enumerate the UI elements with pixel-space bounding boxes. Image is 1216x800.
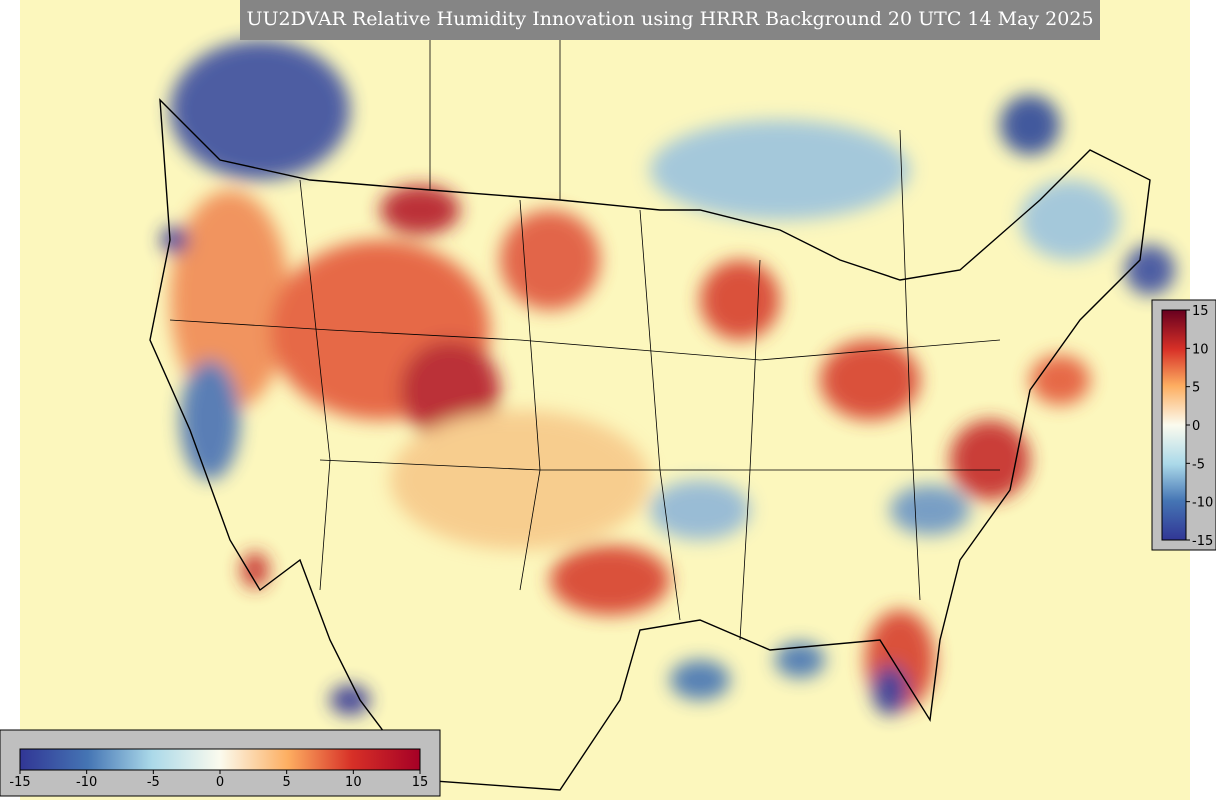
tick-label: 15: [1192, 304, 1209, 319]
title-box: [240, 0, 1100, 40]
map-title: UU2DVAR Relative Humidity Innovation usi…: [246, 8, 1093, 30]
tick-label: 5: [283, 775, 291, 790]
tick-label: 0: [1192, 419, 1200, 434]
tick-label: -10: [76, 775, 97, 790]
tick-label: -10: [1192, 496, 1213, 511]
tick-label: 15: [412, 775, 429, 790]
tick-label: -5: [147, 775, 160, 790]
map-field: [20, 0, 1190, 800]
tick-label: -5: [1192, 457, 1205, 472]
tick-label: -15: [9, 775, 30, 790]
horizontal-colorbar: -15 -10 -5 0 5 10 15: [0, 729, 441, 797]
tick-label: 10: [1192, 342, 1209, 357]
tick-label: 10: [345, 775, 362, 790]
vertical-colorbar: 15 10 5 0 -5 -10 -15: [1151, 299, 1216, 551]
tick-label: 0: [216, 775, 224, 790]
tick-label: -15: [1192, 534, 1213, 549]
tick-label: 5: [1192, 381, 1200, 396]
